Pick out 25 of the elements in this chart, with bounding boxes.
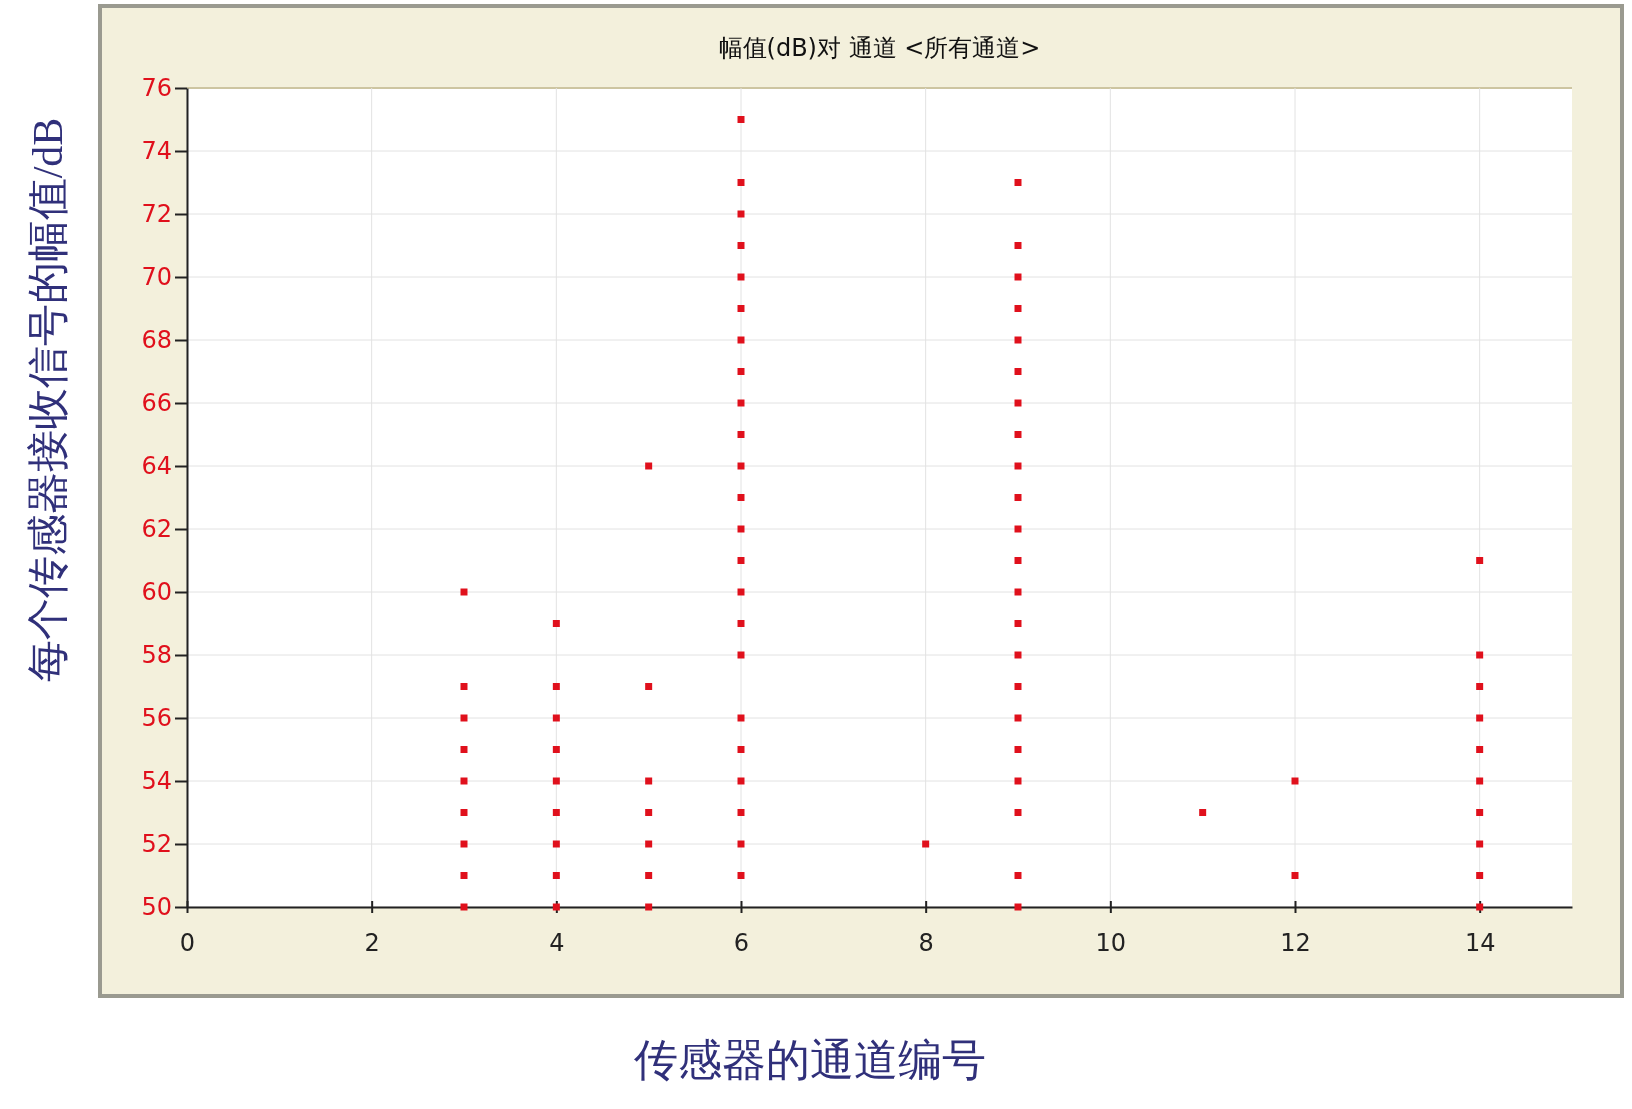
x-tick-label: 14 <box>1464 928 1496 957</box>
x-tick-label: 2 <box>364 928 380 957</box>
x-tick-label: 4 <box>549 928 565 957</box>
y-tick-label: 60 <box>141 578 172 607</box>
chart-title: 幅值(dB)对 通道 <所有通道> <box>718 34 1041 62</box>
x-axis-title: 传感器的通道编号 <box>634 1036 986 1085</box>
y-tick-label: 54 <box>141 767 172 796</box>
y-tick-label: 52 <box>141 830 172 859</box>
y-tick-label: 70 <box>141 263 172 292</box>
y-tick-label: 56 <box>141 704 172 733</box>
y-tick-label: 76 <box>141 74 172 103</box>
y-tick-label: 68 <box>141 326 172 355</box>
y-tick-label: 66 <box>141 389 172 418</box>
y-tick-label: 62 <box>141 515 172 544</box>
x-tick-label: 12 <box>1280 928 1311 957</box>
y-tick-label: 72 <box>141 200 172 229</box>
x-tick-label: 6 <box>733 928 750 957</box>
y-axis-title: 每个传感器接收信号的幅值/dB <box>25 117 71 683</box>
x-tick-label: 10 <box>1095 928 1127 957</box>
y-tick-label: 64 <box>141 452 172 481</box>
y-tick-label: 58 <box>141 641 172 670</box>
y-tick-label: 50 <box>141 893 172 922</box>
x-tick-label: 8 <box>918 928 934 957</box>
x-tick-label: 0 <box>179 928 196 957</box>
y-tick-label: 74 <box>141 137 172 166</box>
